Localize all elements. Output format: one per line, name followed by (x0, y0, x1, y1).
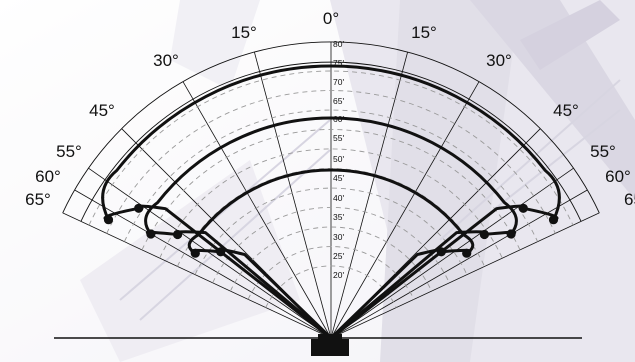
outer-arc-inner (80, 61, 582, 222)
angle-line (74, 189, 332, 339)
angle-label-left-45: 45° (89, 101, 115, 120)
curve-marker (216, 247, 226, 257)
angle-label-right-55: 55° (590, 142, 616, 161)
distance-label: 70' (333, 77, 344, 87)
distance-arc (106, 90, 556, 234)
distance-label: 25' (333, 251, 344, 261)
curve-marker (518, 203, 528, 213)
angle-label-right-60: 60° (605, 167, 631, 186)
distance-label: 30' (333, 232, 344, 242)
distance-label: 45' (333, 173, 344, 183)
distance-label: 75' (333, 58, 344, 68)
curve-marker (134, 203, 144, 213)
angle-label-left-55: 55° (56, 142, 82, 161)
outer-arc (62, 41, 600, 214)
distance-label: 80' (333, 39, 344, 49)
angle-label-0: 0° (323, 9, 339, 28)
distance-arc (141, 128, 521, 251)
angle-label-right-45: 45° (553, 101, 579, 120)
angle-line (62, 212, 332, 339)
curve-markers (103, 203, 559, 258)
distance-label: 50' (333, 154, 344, 164)
distance-label: 65' (333, 96, 344, 106)
distance-arc (194, 187, 468, 275)
angle-line (330, 81, 480, 339)
angle-line (330, 51, 408, 339)
angle-line (254, 51, 332, 339)
outer-scale-arcs (62, 41, 600, 222)
distance-arc (212, 206, 450, 283)
distance-arc (88, 70, 574, 226)
distance-scale: 80' 75' 70' 65' 60' 55' 50' 45' 40' 35' … (333, 39, 344, 280)
distance-label: 35' (333, 212, 344, 222)
distance-label: 60' (333, 114, 344, 124)
distance-label: 55' (333, 133, 344, 143)
angle-line (88, 167, 332, 339)
curve-marker (173, 229, 183, 240)
angle-label-left-15: 15° (231, 23, 257, 42)
distance-label: 40' (333, 193, 344, 203)
curve-marker (462, 248, 472, 258)
curve-marker (436, 247, 446, 257)
curve-marker (146, 229, 156, 239)
sensor-base-icon (311, 334, 349, 356)
angle-label-right-15: 15° (411, 23, 437, 42)
angle-line (330, 167, 574, 339)
angle-label-left-65: 65° (25, 190, 51, 209)
angle-line (182, 81, 332, 339)
angle-line (330, 212, 600, 339)
angle-label-left-30: 30° (153, 51, 179, 70)
distance-arc (159, 148, 503, 259)
angle-label-left-60: 60° (35, 167, 61, 186)
angle-label-right-30: 30° (486, 51, 512, 70)
angle-line (330, 189, 588, 339)
distance-label: 20' (333, 270, 344, 280)
curve-marker (479, 229, 489, 240)
curve-marker (506, 229, 516, 239)
curve-marker (548, 215, 559, 225)
curve-marker (190, 248, 200, 258)
angle-label-right-65: 65 (624, 190, 635, 209)
curve-marker (103, 215, 114, 225)
